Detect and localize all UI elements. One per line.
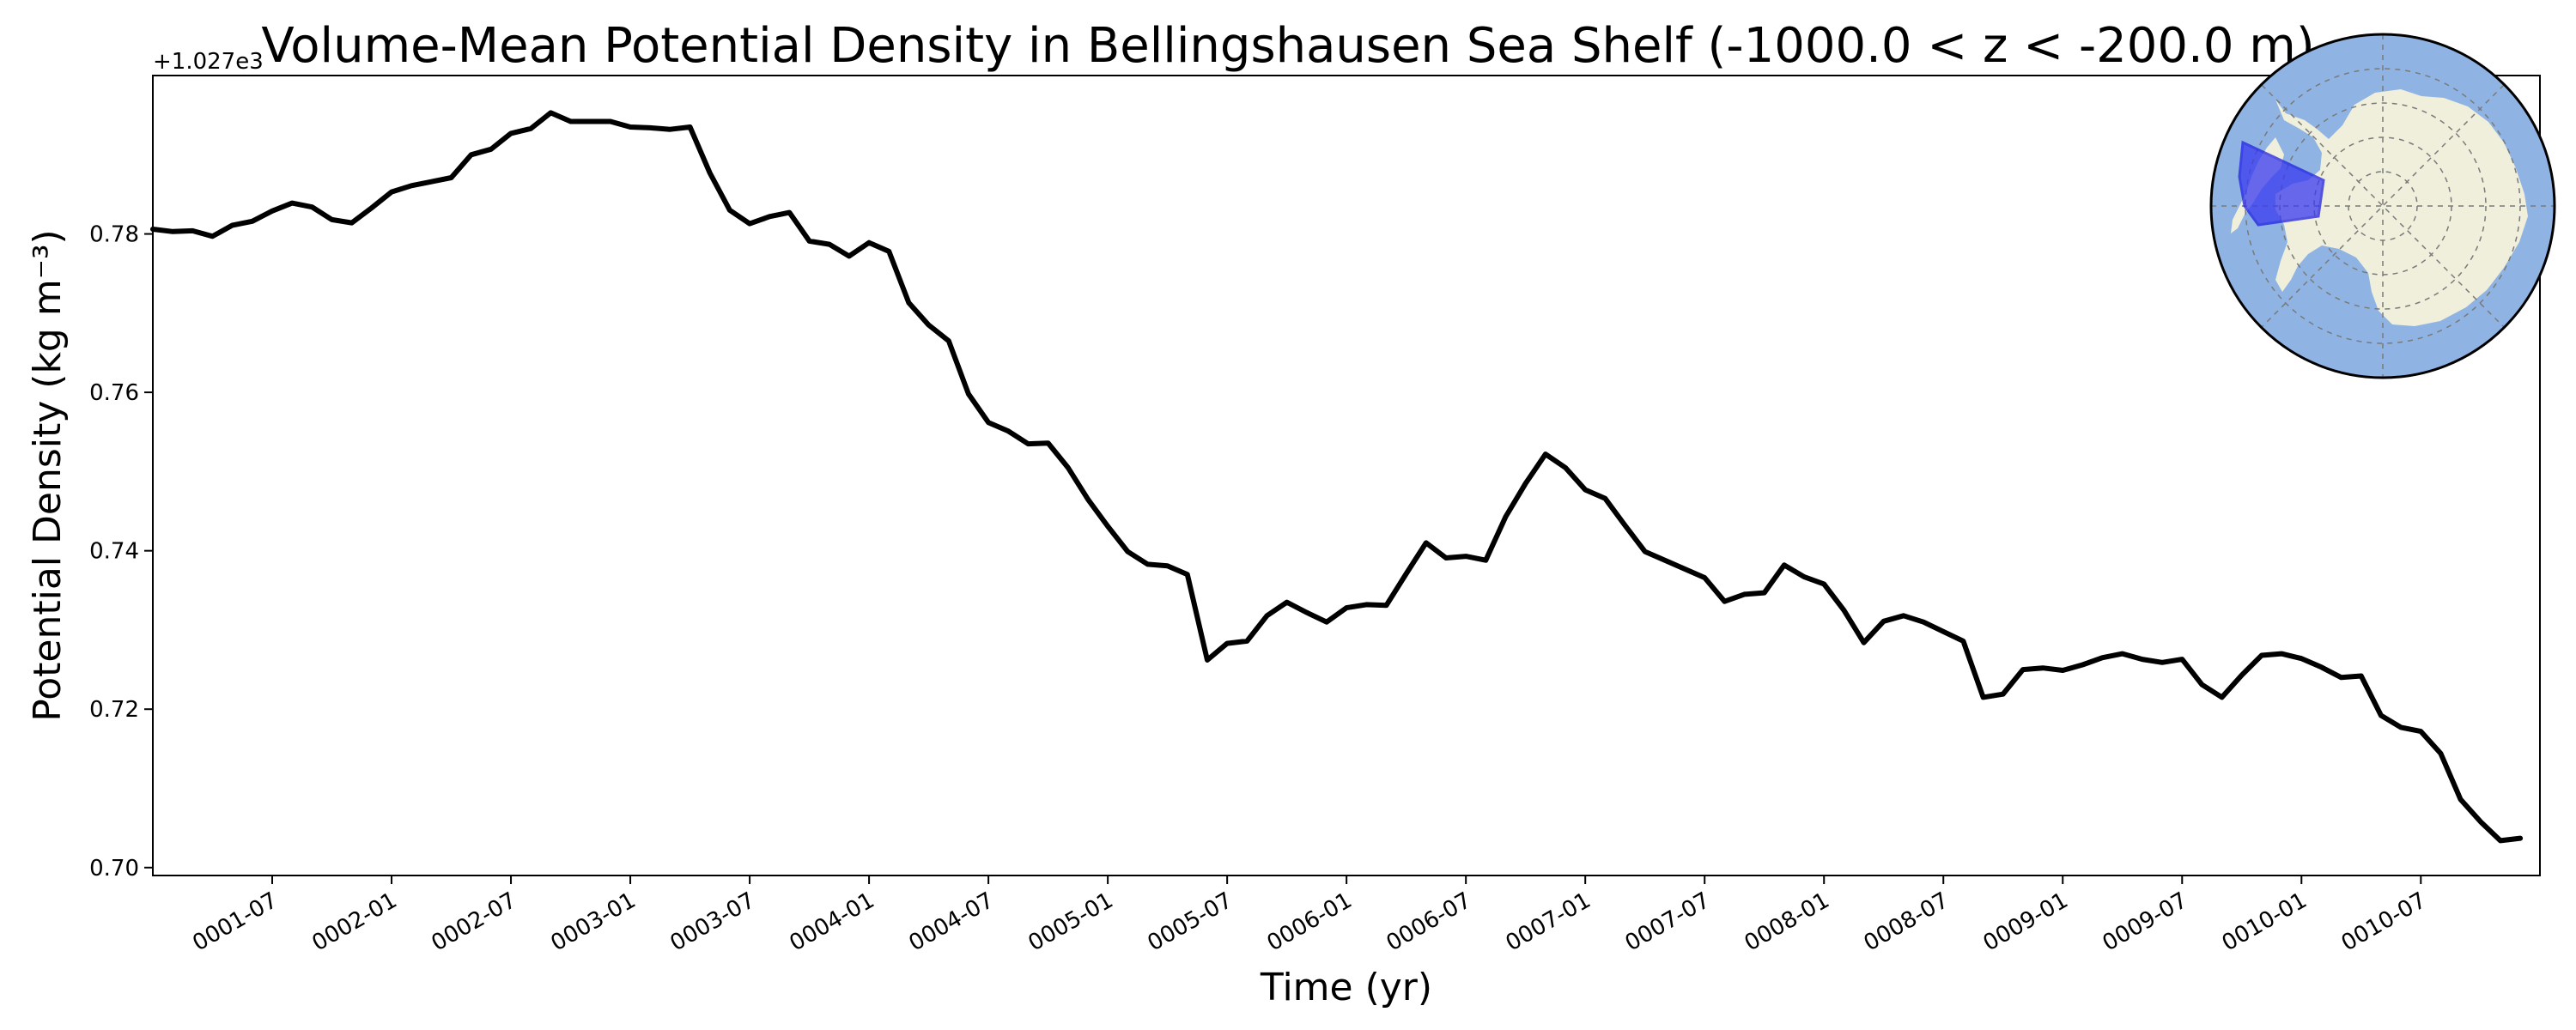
- x-axis: 0001-07 0002-01 0002-07 0003-01 0003-07 0004-…: [188, 876, 2431, 956]
- x-tick-label: 0003-01: [546, 888, 640, 956]
- antarctica-landmass: [2275, 89, 2528, 326]
- bellingshausen-region: [2238, 140, 2325, 227]
- series-line: [150, 110, 2524, 844]
- x-tick-label: 0002-01: [307, 888, 401, 956]
- x-tick-label: 0008-07: [1860, 888, 1953, 956]
- map-border: [2209, 33, 2556, 379]
- x-tick-label: 0009-07: [2099, 888, 2192, 956]
- axes-frame: [152, 75, 2541, 876]
- y-axis: 0.70 0.72 0.74 0.76 0.78: [89, 222, 153, 882]
- x-tick-label: 0004-07: [905, 888, 999, 956]
- x-tick-label: 0006-07: [1382, 888, 1476, 956]
- x-tick-label: 0003-07: [665, 888, 759, 956]
- x-tick-label: 0008-01: [1741, 888, 1834, 956]
- x-tick-label: 0004-01: [786, 888, 879, 956]
- y-tick-label: 0.76: [89, 380, 139, 406]
- y-tick-label: 0.70: [89, 856, 139, 882]
- plot-area: [150, 75, 2541, 876]
- x-tick-label: 0005-07: [1144, 888, 1237, 956]
- x-tick-label: 0007-07: [1621, 888, 1715, 956]
- y-tick-label: 0.72: [89, 697, 139, 723]
- y-tick-label: 0.74: [89, 539, 139, 565]
- y-offset-label: +1.027e3: [153, 49, 264, 75]
- x-tick-label: 0002-07: [427, 888, 520, 956]
- y-tick-label: 0.78: [89, 222, 139, 248]
- x-tick-label: 0007-01: [1502, 888, 1595, 956]
- x-tick-label: 0001-07: [188, 888, 282, 956]
- inset-map: [2209, 33, 2556, 379]
- x-tick-label: 0010-01: [2218, 888, 2312, 956]
- x-tick-label: 0006-01: [1263, 888, 1357, 956]
- x-tick-label: 0005-01: [1024, 888, 1118, 956]
- y-axis-label: Potential Density (kg m⁻³): [26, 229, 70, 721]
- x-axis-label: Time (yr): [1260, 966, 1432, 1009]
- x-tick-label: 0010-07: [2337, 888, 2431, 956]
- chart-title: Volume-Mean Potential Density in Belling…: [261, 18, 2314, 74]
- x-tick-label: 0009-01: [1979, 888, 2073, 956]
